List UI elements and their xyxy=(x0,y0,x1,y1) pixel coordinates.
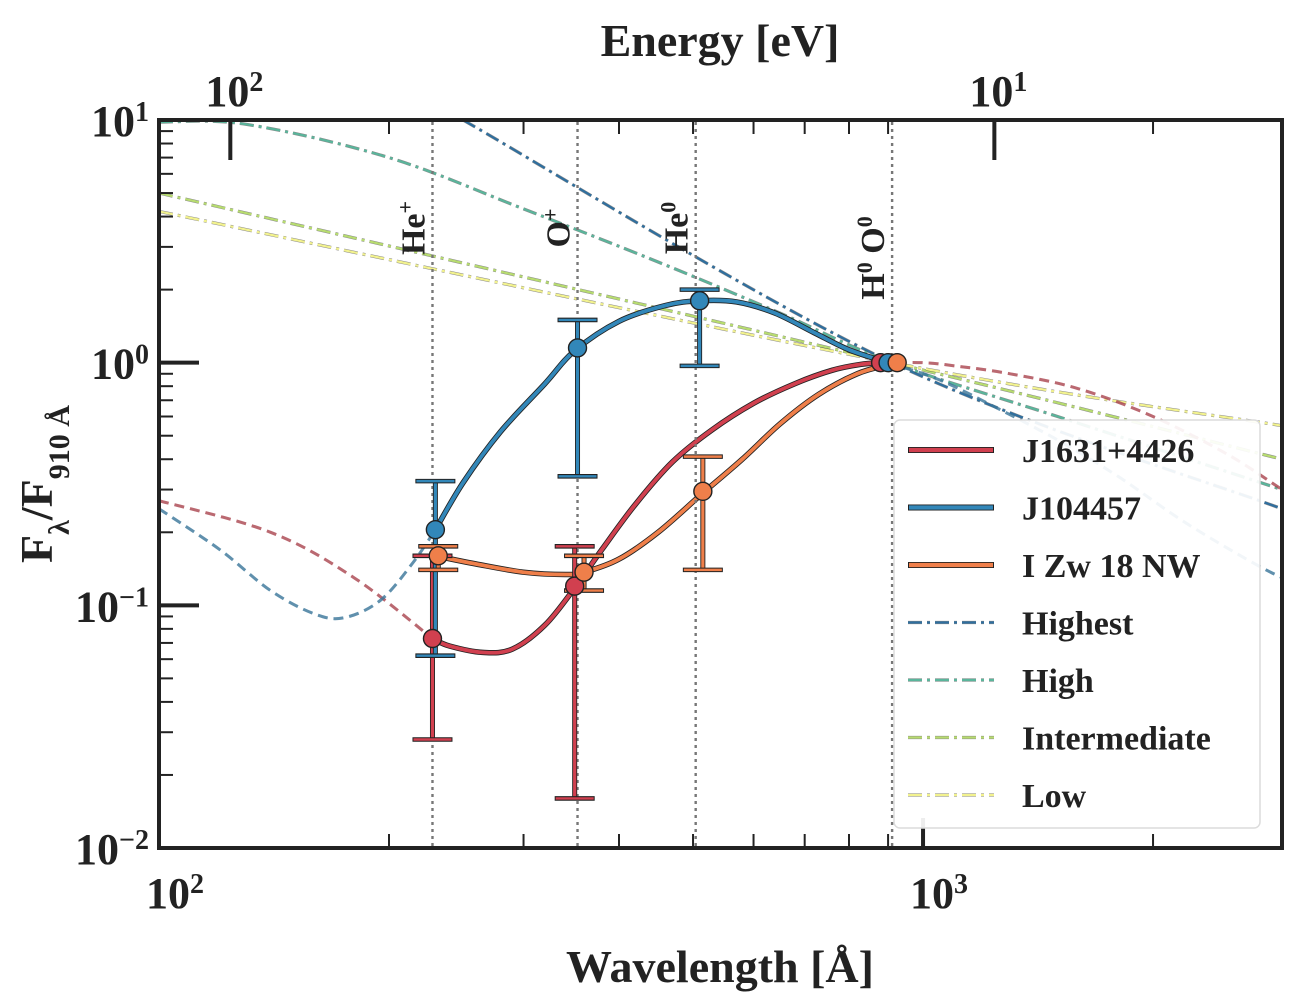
ion-label-sup: 0 xyxy=(655,202,680,213)
data-point-j104457 xyxy=(567,338,588,358)
y-tick-label: 10−1 xyxy=(75,582,149,632)
data-point-j104457 xyxy=(425,519,446,540)
ion-label-base: O xyxy=(541,221,578,247)
ion-label-base2: O xyxy=(855,227,892,253)
legend-box xyxy=(893,419,1261,829)
ion-label-base: H xyxy=(855,273,892,299)
x-tick-label: 103 xyxy=(910,869,968,919)
data-point-j1631-4426 xyxy=(564,576,585,596)
model-line-high xyxy=(159,120,1282,491)
ion-label-group: H0 O0 xyxy=(852,216,893,299)
extrapolation-shade-j104457 xyxy=(159,507,437,621)
legend-label: J1631+4426 xyxy=(1022,433,1194,470)
extrapolation-j104457 xyxy=(159,507,437,621)
x-tick-base: 10 xyxy=(146,869,190,918)
ion-label-sup: + xyxy=(537,209,562,222)
x-tick-label: 102 xyxy=(146,869,204,919)
top-tick-label: 102 xyxy=(205,67,263,117)
data-point-i-zw-18-nw xyxy=(574,562,594,582)
top-tick-base: 10 xyxy=(969,67,1013,116)
fit-curve-i-zw-18-nw xyxy=(435,360,898,577)
model-line-outline-low xyxy=(159,209,1282,428)
plot-frame xyxy=(157,118,1284,850)
ion-label: He+ xyxy=(392,201,433,255)
y-tick-base: 10 xyxy=(75,582,119,631)
ion-label-group: He+ xyxy=(392,201,433,255)
y-tick-label: 10−2 xyxy=(75,825,149,875)
ion-label: H0 O0 xyxy=(852,216,893,299)
top-tick-exp: 1 xyxy=(1013,67,1027,98)
x-tick-base: 10 xyxy=(910,869,954,918)
y-tick-exp: −1 xyxy=(119,582,149,613)
y-tick-label: 100 xyxy=(91,339,149,389)
top-tick-exp: 2 xyxy=(249,67,263,98)
ion-label-group: He0 xyxy=(655,202,696,255)
y-axis-title: Fλ/F910 Å xyxy=(11,405,76,563)
y-tick-base: 10 xyxy=(75,825,119,874)
x-tick-exp: 3 xyxy=(954,869,968,900)
model-line-intermediate xyxy=(159,191,1282,461)
extrapolation-j1631-4426 xyxy=(159,499,434,640)
data-point-j1631-4426 xyxy=(422,628,443,649)
fit-curve-j104457 xyxy=(433,298,889,531)
fit-curve-outline-j1631-4426 xyxy=(431,359,881,656)
y-tick-exp: 1 xyxy=(135,97,149,128)
x-axis-title: Wavelength [Å] xyxy=(566,941,874,992)
y-tick-base: 10 xyxy=(91,340,135,389)
ion-label-sup: 0 xyxy=(852,262,877,273)
y-tick-exp: −2 xyxy=(119,825,149,856)
data-point-i-zw-18-nw xyxy=(428,546,448,566)
ion-label: He0 xyxy=(655,202,696,255)
data-points xyxy=(422,291,907,649)
y-tick-label: 101 xyxy=(91,97,149,147)
legend-label: High xyxy=(1022,663,1094,700)
data-point-i-zw-18-nw xyxy=(693,481,713,502)
y-tick-base: 10 xyxy=(91,97,135,146)
ion-label-space xyxy=(855,254,892,263)
ion-label-sup: + xyxy=(392,201,417,214)
legend-label: I Zw 18 NW xyxy=(1022,548,1201,585)
data-point-i-zw-18-nw xyxy=(887,352,907,373)
legend-label: Highest xyxy=(1022,606,1134,643)
legend-label: J104457 xyxy=(1022,491,1141,528)
ion-label-base: He xyxy=(659,213,696,255)
x-tick-exp: 2 xyxy=(190,869,204,900)
error-bars xyxy=(412,287,723,801)
top-tick-label: 101 xyxy=(969,67,1027,117)
model-line-low xyxy=(159,210,1282,427)
ion-label-sup2: 0 xyxy=(852,216,877,227)
top-axis-title: Energy [eV] xyxy=(601,15,840,66)
ion-label: O+ xyxy=(537,209,578,248)
extrapolation-shade-j1631-4426 xyxy=(159,499,434,640)
legend-label: Intermediate xyxy=(1022,721,1211,758)
top-tick-base: 10 xyxy=(205,67,249,116)
ion-label-base: He xyxy=(395,214,432,256)
legend: J1631+4426 J104457 I Zw 18 NW Highest High In… xyxy=(893,419,1261,829)
fit-curve-j1631-4426 xyxy=(431,360,881,655)
ion-label-group: O+ xyxy=(537,209,578,248)
y-tick-exp: 0 xyxy=(135,339,149,370)
data-point-j104457 xyxy=(689,291,710,311)
svg-text:Fλ/F910 Å: Fλ/F910 Å xyxy=(11,405,76,563)
legend-label: Low xyxy=(1022,778,1087,815)
